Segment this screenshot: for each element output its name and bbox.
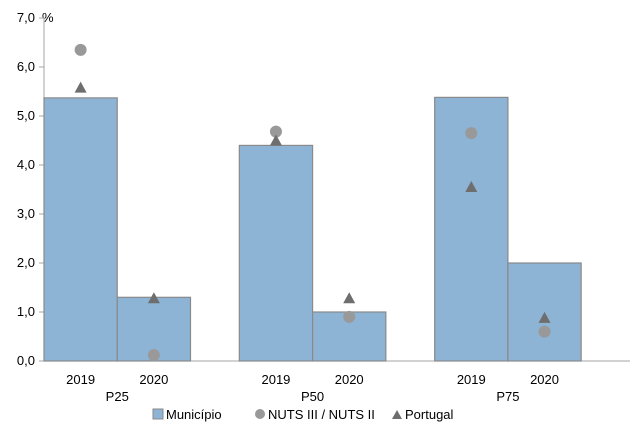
x-tick-label-year: 2020 [530,372,559,387]
legend-swatch-portugal [392,410,402,419]
y-tick-label: 6,0 [17,59,35,74]
y-tick-label: 3,0 [17,206,35,221]
marker-nuts [74,43,87,56]
legend-label-nuts: NUTS III / NUTS II [268,407,375,422]
legend-swatch-nuts [255,409,265,419]
legend-label-municipio: Município [166,407,222,422]
x-group-label: P25 [106,389,129,404]
legend: Município NUTS III / NUTS II Portugal [152,407,454,422]
marker-nuts [269,125,282,138]
y-tick-label: 1,0 [17,304,35,319]
marker-portugal [269,134,282,146]
y-tick-label: 4,0 [17,157,35,172]
bars [43,96,582,362]
bar-municipio [238,144,314,362]
bar-municipio [43,97,118,362]
y-tick-label: 5,0 [17,108,35,123]
marker-nuts [538,325,551,338]
y-tick-label: 2,0 [17,255,35,270]
marker-portugal [343,292,356,304]
x-tick-label-year: 2019 [66,372,95,387]
unit-label: % [42,10,54,25]
x-tick-label-year: 2020 [335,372,364,387]
marker-portugal [465,181,478,193]
markers [74,43,551,362]
marker-nuts [147,349,160,362]
marker-portugal [538,311,551,323]
y-tick-label: 7,0 [17,10,35,25]
x-tick-label-year: 2020 [139,372,168,387]
x-axis-labels: 2019 2020 P25 2019 2020 P50 2019 2020 P75 [66,372,559,404]
marker-portugal [147,292,160,304]
marker-nuts [343,310,356,323]
x-tick-label-year: 2019 [261,372,290,387]
x-tick-label-year: 2019 [457,372,486,387]
marker-portugal [74,81,87,93]
marker-nuts [465,127,478,140]
legend-label-portugal: Portugal [405,407,454,422]
x-group-label: P50 [301,389,324,404]
x-group-label: P75 [496,389,519,404]
legend-swatch-municipio [152,408,164,420]
bar-municipio [434,96,509,362]
y-tick-label: 0,0 [17,353,35,368]
